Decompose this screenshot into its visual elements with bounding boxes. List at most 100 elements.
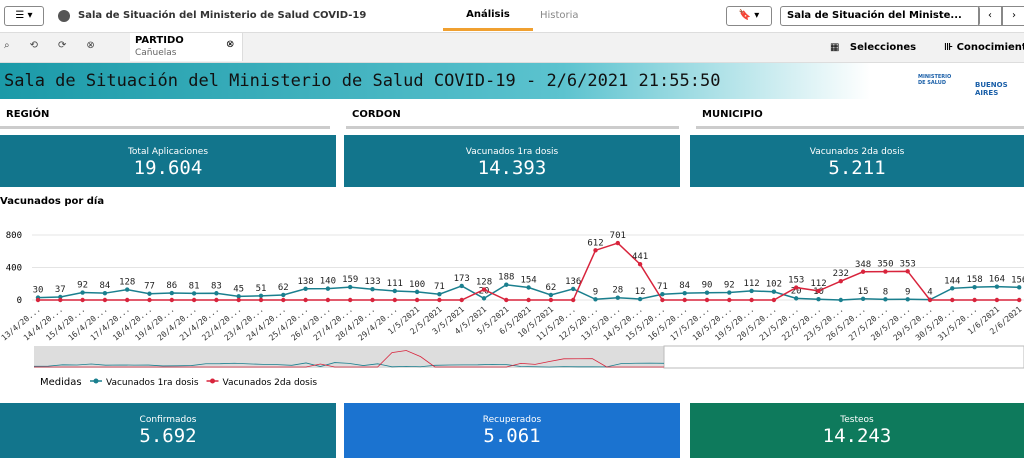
data-point — [927, 297, 933, 303]
data-label: 62 — [545, 283, 556, 293]
data-label: 71 — [434, 282, 445, 292]
data-label: 90 — [702, 281, 713, 291]
data-point — [392, 297, 397, 303]
data-point — [504, 297, 509, 303]
tab-active[interactable]: Análisis — [443, 0, 533, 31]
kpi-card: Total Aplicaciones 19.604 — [0, 135, 336, 187]
filter-municipio[interactable]: MUNICIPIO — [696, 106, 1024, 129]
data-point — [281, 292, 286, 298]
data-label: 30 — [33, 286, 44, 296]
clear-icon[interactable]: ⊗ — [226, 39, 235, 50]
data-point — [704, 290, 710, 295]
filter-region[interactable]: REGIÓN — [0, 106, 330, 129]
menu-button[interactable]: ☰ ▾ — [4, 6, 44, 26]
tool-icons[interactable]: ⌕⟲⟳⊗ — [4, 40, 115, 51]
data-label: 51 — [256, 284, 267, 294]
kpi-card: Confirmados 5.692 — [0, 403, 336, 458]
selections-label: Selecciones — [849, 42, 917, 53]
data-label: 12 — [635, 287, 646, 297]
data-label: 188 — [498, 273, 514, 283]
data-label: 100 — [409, 280, 425, 290]
data-label: 45 — [233, 284, 244, 294]
kpi-label: Vacunados 1ra dosis — [465, 147, 559, 157]
next-button[interactable]: › — [1002, 6, 1024, 26]
navigator[interactable] — [663, 345, 1024, 369]
data-point — [727, 297, 732, 303]
navigator-selected[interactable] — [34, 346, 664, 368]
data-label: 138 — [297, 277, 313, 287]
data-point — [972, 284, 977, 290]
data-point — [147, 291, 152, 296]
insights-label: Conocimient — [956, 42, 1024, 53]
bookmark-button[interactable]: 🔖 ▾ — [726, 6, 772, 26]
data-point — [571, 297, 576, 303]
data-point — [526, 297, 531, 303]
data-label: 8 — [883, 287, 888, 297]
data-label: 154 — [520, 275, 536, 285]
data-label: 164 — [989, 275, 1005, 285]
data-point — [883, 269, 888, 274]
data-label: 173 — [454, 274, 470, 284]
filter-chip[interactable]: PARTIDO Cañuelas ⊗ — [130, 33, 243, 61]
data-label: 86 — [166, 281, 177, 291]
toolbar: ⌕⟲⟳⊗ PARTIDO Cañuelas ⊗ ▦ Selecciones ⊪ … — [0, 33, 1024, 63]
data-label: 612 — [587, 238, 603, 248]
sheet-title: Sala de Situación del Ministe... — [787, 10, 962, 21]
kpi-card: Recuperados 5.061 — [344, 403, 680, 458]
logo-right: BUENOS AIRES — [975, 81, 1008, 97]
data-point — [258, 293, 264, 299]
legend-label: Vacunados 2da dosis — [223, 378, 318, 388]
data-point — [147, 297, 152, 303]
kpi-value: 5.211 — [828, 157, 886, 179]
data-point — [481, 296, 487, 301]
y-tick-label: 0 — [17, 296, 22, 306]
data-point — [348, 297, 353, 303]
chart: Vacunados por día 040080013/4/20...14/4/… — [0, 195, 1024, 388]
data-point — [660, 297, 665, 303]
data-label: 84 — [679, 281, 690, 291]
legend-title: Medidas — [40, 377, 82, 388]
data-point — [281, 297, 286, 303]
legend-marker — [210, 378, 216, 384]
kpi-value: 14.393 — [477, 157, 547, 179]
data-label: 71 — [657, 282, 668, 292]
data-point — [348, 284, 353, 290]
data-point — [214, 291, 219, 296]
data-point — [860, 269, 866, 274]
selections-button[interactable]: ▦ Selecciones — [830, 42, 917, 53]
data-point — [1017, 297, 1022, 303]
data-label: 83 — [211, 281, 222, 291]
tab[interactable]: Historia — [540, 10, 579, 21]
navigator-line — [34, 350, 664, 368]
data-label: 9 — [905, 287, 910, 297]
legend-marker — [93, 378, 99, 384]
data-point — [860, 296, 866, 301]
data-label: 20 — [791, 286, 802, 296]
filter-cordon[interactable]: CORDON — [346, 106, 679, 129]
data-point — [771, 289, 777, 294]
data-label: 348 — [855, 260, 871, 270]
data-point — [125, 287, 130, 292]
data-point — [749, 297, 754, 303]
data-point — [1017, 285, 1022, 290]
sheet-selector[interactable]: Sala de Situación del Ministe... — [780, 6, 980, 26]
data-point — [102, 297, 108, 303]
kpi-label: Total Aplicaciones — [127, 147, 209, 157]
data-label: 84 — [99, 281, 110, 291]
prev-button[interactable]: ‹ — [978, 6, 1002, 26]
data-point — [303, 297, 308, 303]
data-point — [392, 288, 397, 294]
data-point — [905, 269, 910, 274]
data-point — [191, 291, 197, 296]
data-label: 232 — [833, 269, 849, 279]
data-label: 128 — [119, 278, 135, 288]
data-label: 102 — [766, 280, 782, 290]
data-label: 140 — [320, 277, 336, 287]
data-label: 353 — [900, 259, 916, 269]
data-label: 153 — [788, 276, 804, 286]
data-point — [325, 297, 331, 303]
data-point — [236, 294, 241, 299]
insights-button[interactable]: ⊪ Conocimient — [944, 42, 1024, 53]
data-point — [816, 288, 821, 294]
data-label: 144 — [944, 276, 960, 286]
